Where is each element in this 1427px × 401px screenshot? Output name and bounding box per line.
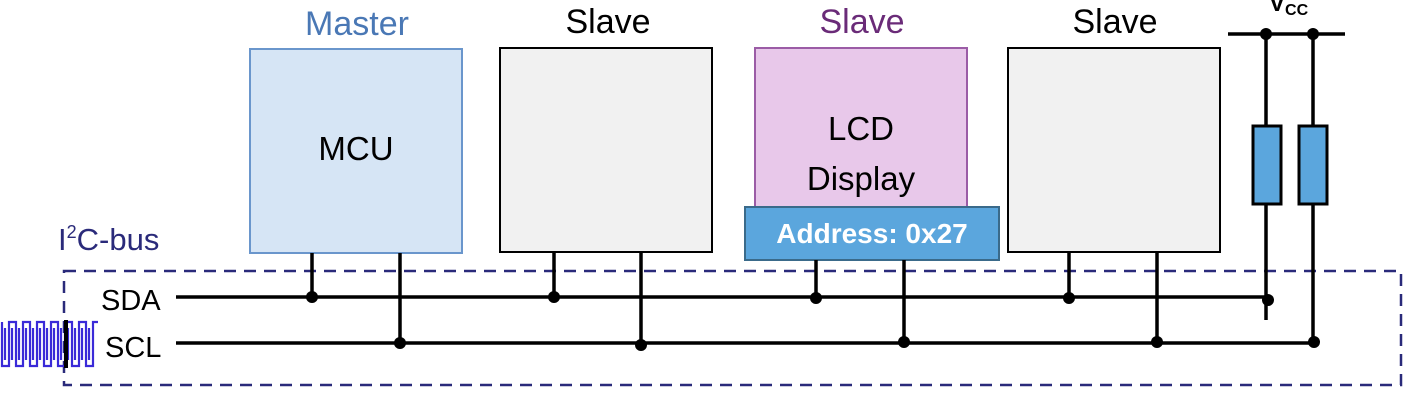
- slave-box: [499, 47, 713, 253]
- lcd-display-label-line2: Display: [807, 160, 916, 197]
- slave-title: Slave: [1072, 3, 1157, 41]
- address-badge-text: Address: 0x27: [776, 218, 967, 249]
- vcc-label: VCC: [1269, 0, 1309, 19]
- master-mcu-label: MCU: [318, 130, 393, 167]
- junction-dots: [306, 28, 1320, 351]
- slave-title: Slave: [565, 3, 650, 41]
- i2c-bus-boundary: [62, 269, 1403, 387]
- address-badge: [744, 206, 1000, 261]
- clock-signal-icon: [0, 320, 98, 368]
- pullup-resistor-sda: [1251, 124, 1283, 206]
- lcd-display-box: [754, 47, 968, 211]
- master-title: Master: [305, 5, 409, 43]
- clock-signal-icon-inner: [3, 328, 91, 360]
- sda-label: SDA: [101, 285, 161, 317]
- device-connections: [310, 252, 1159, 343]
- lcd-slave-title: Slave: [819, 3, 904, 41]
- pullup-resistor-scl: [1297, 124, 1329, 206]
- i2c-bus-label: I2C-bus: [58, 222, 159, 257]
- scl-label: SCL: [105, 332, 161, 364]
- slave-box: [1007, 47, 1221, 253]
- lcd-display-label-line1: LCD: [828, 110, 894, 147]
- master-mcu-box: [249, 48, 463, 254]
